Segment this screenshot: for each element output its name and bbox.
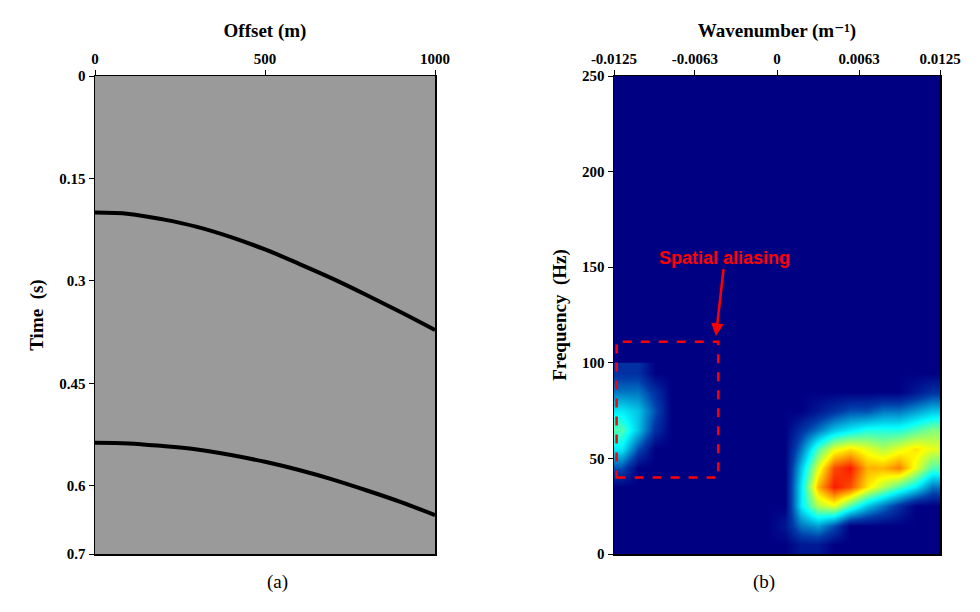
svg-text:50: 50	[590, 451, 605, 467]
svg-text:0: 0	[773, 51, 781, 67]
svg-text:1000: 1000	[420, 51, 450, 67]
svg-text:0.45: 0.45	[59, 376, 85, 392]
svg-text:150: 150	[582, 259, 605, 275]
svg-text:500: 500	[254, 51, 277, 67]
svg-text:100: 100	[582, 355, 605, 371]
svg-text:0: 0	[78, 68, 86, 84]
svg-text:Spatial aliasing: Spatial aliasing	[659, 248, 790, 268]
svg-text:0: 0	[91, 51, 99, 67]
svg-text:-0.0125: -0.0125	[591, 51, 637, 67]
svg-text:Wavenumber (m⁻¹): Wavenumber (m⁻¹)	[698, 20, 856, 42]
svg-text:(b): (b)	[753, 571, 775, 593]
svg-text:-0.0063: -0.0063	[672, 51, 718, 67]
svg-text:0.0063: 0.0063	[839, 51, 880, 67]
svg-text:Offset (m): Offset (m)	[224, 20, 307, 42]
svg-text:(a): (a)	[267, 571, 288, 593]
svg-text:0.0125: 0.0125	[919, 51, 960, 67]
svg-text:250: 250	[582, 68, 605, 84]
svg-text:0: 0	[597, 546, 605, 562]
svg-text:0.7: 0.7	[67, 546, 86, 562]
svg-text:200: 200	[582, 164, 605, 180]
svg-text:0.3: 0.3	[67, 273, 86, 289]
svg-text:Frequency (Hz): Frequency (Hz)	[549, 249, 571, 381]
svg-text:Time (s): Time (s)	[26, 279, 48, 350]
svg-text:0.6: 0.6	[67, 478, 86, 494]
svg-text:0.15: 0.15	[59, 171, 85, 187]
